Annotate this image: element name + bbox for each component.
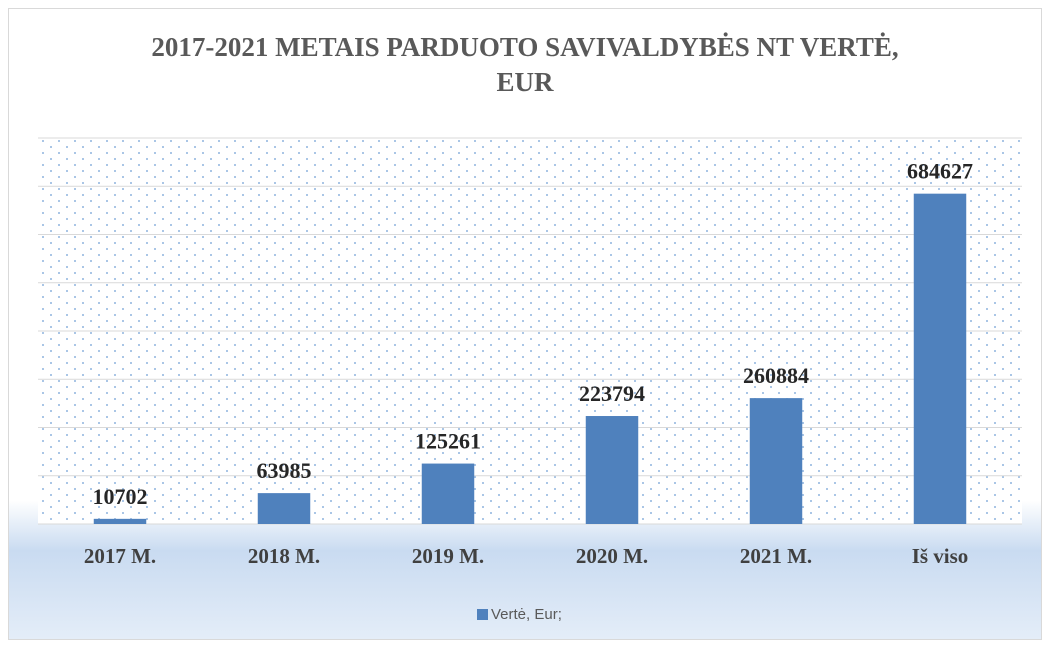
x-tick-label: 2019 M. (412, 544, 484, 568)
bar (585, 416, 639, 524)
data-label: 10702 (93, 484, 148, 509)
data-label: 223794 (579, 381, 645, 406)
data-label: 260884 (743, 363, 809, 388)
bar (913, 193, 967, 524)
bar (421, 463, 475, 524)
data-label: 125261 (415, 429, 481, 454)
bar (93, 518, 147, 524)
bar (749, 398, 803, 524)
x-tick-label: 2018 M. (248, 544, 320, 568)
legend-swatch (477, 609, 488, 620)
x-tick-label: Iš viso (912, 544, 969, 568)
x-tick-label: 2021 M. (740, 544, 812, 568)
data-label: 684627 (907, 159, 973, 184)
x-tick-label: 2017 M. (84, 544, 156, 568)
bar (257, 493, 311, 524)
x-tick-label: 2020 M. (576, 544, 648, 568)
legend-label: Vertė, Eur; (491, 606, 562, 623)
data-label: 63985 (257, 458, 312, 483)
chart-title: 2017-2021 METAIS PARDUOTO SAVIVALDYBĖS N… (151, 32, 899, 97)
